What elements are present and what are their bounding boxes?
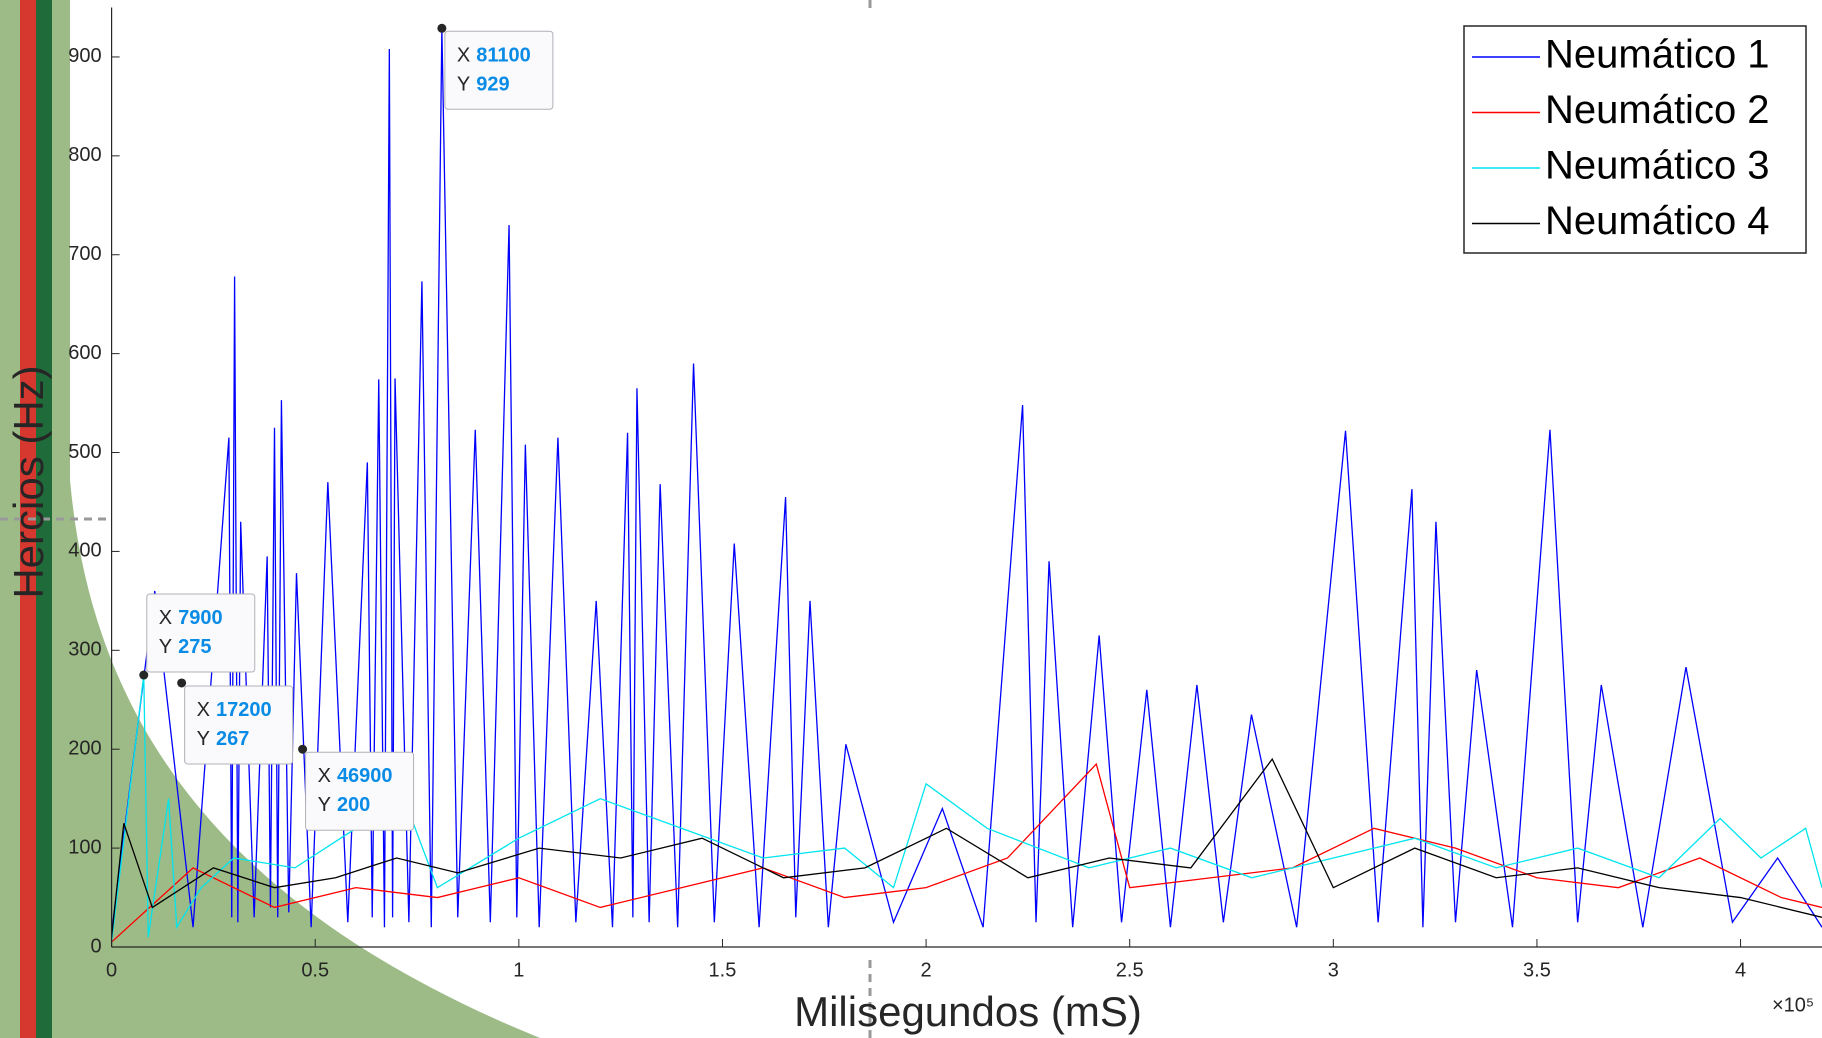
data-tip-x-value: 81100	[476, 45, 531, 67]
x-tick-label: 1	[513, 959, 524, 981]
data-tip-box	[184, 685, 294, 765]
data-tip-x-label: X	[318, 765, 331, 787]
data-tip-x-value: 17200	[216, 699, 272, 721]
data-tip-box	[146, 593, 256, 673]
data-tip-y-label: Y	[318, 794, 331, 816]
background-shape	[0, 0, 540, 1038]
data-tip-x-label: X	[457, 45, 470, 67]
x-tick-label: 2	[921, 959, 932, 981]
data-tip-text: Y 267	[197, 728, 250, 750]
series-line	[111, 762, 1822, 943]
data-tip-y-value: 267	[216, 728, 249, 750]
data-tip-x-value: 46900	[337, 765, 393, 787]
data-tip-point	[437, 23, 447, 33]
x-tick-label: 3.5	[1523, 959, 1551, 981]
series-line	[110, 757, 1822, 938]
data-tip-y-value: 275	[178, 636, 211, 658]
y-tick-label: 500	[68, 441, 101, 463]
data-tip-text: Y 929	[457, 74, 510, 96]
legend-label: Neumático 3	[1545, 144, 1770, 188]
data-tip-y-label: Y	[159, 636, 172, 658]
legend-box	[1463, 25, 1807, 254]
data-tip-x-label: X	[197, 699, 210, 721]
data-tip-text: Y 200	[318, 794, 371, 816]
y-tick-label: 700	[68, 243, 101, 265]
series-line	[110, 674, 1822, 943]
data-tip-point	[298, 744, 308, 754]
y-tick-label: 600	[68, 342, 101, 364]
legend-label: Neumático 2	[1545, 88, 1770, 132]
x-tick-label: 4	[1735, 959, 1746, 981]
data-tip-y-value: 929	[476, 74, 509, 96]
y-tick-label: 400	[68, 540, 101, 562]
data-tip-text: X 81100	[457, 45, 531, 67]
data-tip-text: Y 275	[159, 636, 212, 658]
x-tick-label: 0	[106, 959, 117, 981]
x-tick-label: 1.5	[709, 959, 737, 981]
y-tick-label: 0	[90, 935, 101, 957]
data-tip-text: X 7900	[159, 607, 223, 629]
data-tip-y-value: 200	[337, 794, 370, 816]
data-tip-x-label: X	[159, 607, 172, 629]
plot-area: 0 100 200 300 400 500 600 700 800 900 0 0.5 1 1.5 2 2.5…	[68, 7, 1822, 981]
data-tip-text: X 46900	[318, 765, 393, 787]
legend-label: Neumático 4	[1545, 199, 1770, 243]
x-axis-label: Milisegundos (mS)	[794, 988, 1142, 1035]
data-tip-box	[305, 751, 415, 831]
data-tip-text: X 17200	[197, 699, 272, 721]
x-tick-label: 2.5	[1116, 959, 1144, 981]
data-tip-y-label: Y	[197, 728, 210, 750]
y-tick-label: 300	[68, 639, 101, 661]
data-tip-x-value: 7900	[178, 607, 223, 629]
x-tick-label: 0.5	[301, 959, 329, 981]
y-tick-label: 800	[68, 144, 101, 166]
x-tick-label: 3	[1328, 959, 1339, 981]
y-tick-label: 200	[68, 737, 101, 759]
legend-label: Neumático 1	[1545, 33, 1770, 77]
x-exponent-label: ×10⁵	[1772, 994, 1814, 1016]
y-tick-label: 900	[68, 45, 101, 67]
data-tip-y-label: Y	[457, 74, 470, 96]
y-axis-label: Hercios (Hz)	[5, 365, 52, 598]
y-tick-label: 100	[68, 836, 101, 858]
data-tip-point	[139, 670, 149, 680]
series-line	[110, 28, 1822, 933]
data-tip-point	[177, 678, 187, 688]
data-tip-box	[444, 30, 554, 110]
